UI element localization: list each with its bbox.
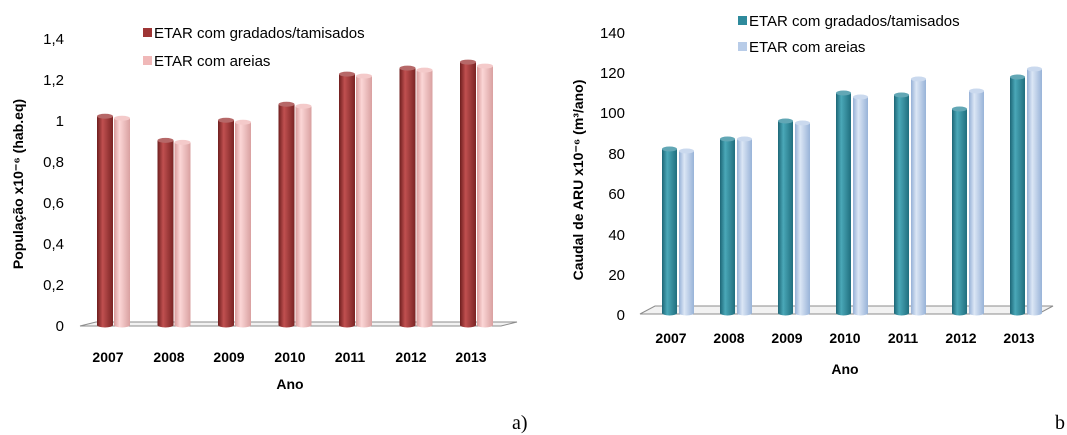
x-category-label: 2009 bbox=[771, 330, 802, 346]
y-tick-label: 120 bbox=[600, 65, 625, 82]
legend-swatch bbox=[143, 56, 152, 65]
x-category-label: 2013 bbox=[1003, 330, 1034, 346]
y-tick-label: 20 bbox=[608, 267, 625, 284]
chart-b-bars bbox=[662, 66, 1042, 316]
x-category-label: 2011 bbox=[335, 349, 366, 365]
bar-2007-series-2 bbox=[679, 148, 694, 316]
bar-2013-series-1 bbox=[460, 59, 476, 328]
bar-2013-series-1 bbox=[1010, 74, 1025, 316]
x-category-label: 2008 bbox=[713, 330, 744, 346]
chart-a-panel-label: a) bbox=[512, 412, 528, 434]
bar-2009-series-1 bbox=[778, 118, 793, 316]
x-category-label: 2010 bbox=[829, 330, 860, 346]
legend-swatch bbox=[738, 42, 747, 51]
chart-a-y-axis-title: População x10⁻⁶ (hab.eq) bbox=[10, 99, 26, 269]
x-category-label: 2012 bbox=[945, 330, 976, 346]
bar-2010-series-2 bbox=[295, 103, 312, 328]
x-category-label: 2011 bbox=[888, 330, 919, 346]
chart-b-legend: ETAR com gradados/tamisados ETAR com are… bbox=[738, 13, 960, 56]
y-tick-label: 1 bbox=[56, 113, 64, 130]
bar-2010-series-1 bbox=[836, 90, 851, 316]
chart-a-x-axis-title: Ano bbox=[276, 376, 303, 392]
x-category-label: 2012 bbox=[395, 349, 426, 365]
bar-2008-series-1 bbox=[720, 136, 735, 316]
bar-2011-series-2 bbox=[356, 73, 372, 328]
y-tick-label: 0,6 bbox=[43, 195, 64, 212]
bar-2012-series-2 bbox=[969, 88, 985, 316]
x-category-label: 2013 bbox=[455, 349, 486, 365]
y-tick-label: 140 bbox=[600, 25, 625, 42]
bar-2008-series-1 bbox=[157, 137, 174, 328]
bar-2008-series-2 bbox=[174, 139, 191, 328]
x-category-label: 2009 bbox=[213, 349, 244, 365]
y-tick-label: 0,2 bbox=[43, 277, 64, 294]
y-tick-label: 0 bbox=[56, 318, 64, 335]
bar-2012-series-2 bbox=[416, 67, 433, 328]
y-tick-label: 0,4 bbox=[43, 236, 64, 253]
x-category-label: 2007 bbox=[92, 349, 123, 365]
bar-2009-series-2 bbox=[235, 119, 251, 328]
bar-2007-series-1 bbox=[97, 113, 113, 328]
bar-2011-series-2 bbox=[911, 76, 926, 316]
bar-2012-series-1 bbox=[952, 106, 967, 316]
bar-2013-series-2 bbox=[477, 63, 493, 328]
legend-label: ETAR com gradados/tamisados bbox=[749, 13, 960, 30]
bar-2009-series-2 bbox=[795, 120, 810, 316]
chart-a-legend: ETAR com gradados/tamisados ETAR com are… bbox=[143, 25, 365, 70]
legend-swatch bbox=[738, 16, 747, 25]
y-tick-label: 60 bbox=[608, 186, 625, 203]
y-tick-label: 80 bbox=[608, 146, 625, 163]
y-tick-label: 100 bbox=[600, 105, 625, 122]
y-tick-label: 40 bbox=[608, 227, 625, 244]
x-category-label: 2008 bbox=[153, 349, 184, 365]
chart-b-x-ticks: 2007 2008 2009 2010 2011 2012 2013 bbox=[655, 330, 1034, 346]
x-category-label: 2010 bbox=[274, 349, 305, 365]
y-tick-label: 0,8 bbox=[43, 154, 64, 171]
chart-b-panel-label: b bbox=[1055, 412, 1065, 434]
bar-2012-series-1 bbox=[399, 65, 416, 328]
legend-label: ETAR com areias bbox=[749, 39, 865, 56]
chart-b-x-axis-title: Ano bbox=[831, 361, 858, 377]
bar-2013-series-2 bbox=[1027, 66, 1042, 316]
chart-a: 0 0,2 0,4 0,6 0,8 1 1,2 1,4 2007 2008 20… bbox=[10, 25, 528, 434]
chart-a-bars bbox=[97, 59, 493, 328]
chart-b: 0 20 40 60 80 100 120 140 2007 2008 2009… bbox=[570, 13, 1065, 434]
bar-2008-series-2 bbox=[737, 136, 752, 316]
chart-a-x-ticks: 2007 2008 2009 2010 2011 2012 2013 bbox=[92, 349, 486, 365]
y-tick-label: 1,2 bbox=[43, 72, 64, 89]
bar-2010-series-2 bbox=[853, 94, 868, 316]
legend-label: ETAR com areias bbox=[154, 53, 270, 70]
chart-b-y-ticks: 0 20 40 60 80 100 120 140 bbox=[600, 25, 625, 324]
y-tick-label: 0 bbox=[617, 307, 625, 324]
bar-2009-series-1 bbox=[218, 117, 234, 328]
chart-a-y-ticks: 0 0,2 0,4 0,6 0,8 1 1,2 1,4 bbox=[43, 31, 64, 335]
legend-label: ETAR com gradados/tamisados bbox=[154, 25, 365, 42]
bar-2010-series-1 bbox=[278, 101, 295, 328]
bar-2011-series-1 bbox=[339, 71, 355, 328]
bar-2007-series-2 bbox=[114, 115, 130, 328]
bar-2011-series-1 bbox=[894, 92, 909, 316]
chart-b-y-axis-title: Caudal de ARU x10⁻⁶ (m³/ano) bbox=[570, 80, 586, 281]
bar-2007-series-1 bbox=[662, 146, 677, 316]
x-category-label: 2007 bbox=[655, 330, 686, 346]
legend-swatch bbox=[143, 28, 152, 37]
y-tick-label: 1,4 bbox=[43, 31, 64, 48]
